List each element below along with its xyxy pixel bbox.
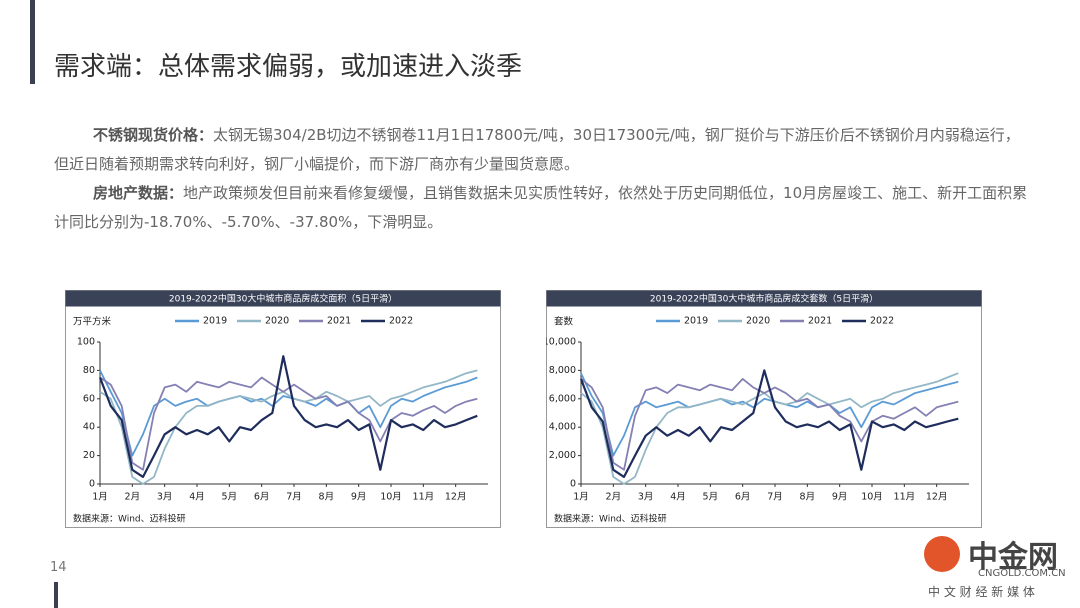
x-tick-label: 11月: [413, 492, 435, 503]
paragraph-label: 不锈钢现货价格：: [93, 126, 214, 144]
chart: 2019-2022中国30大中城市商品房成交面积（5日平滑） 万平方米数据来源：W…: [65, 290, 501, 528]
chart: 2019-2022中国30大中城市商品房成交套数（5日平滑） 套数数据来源：Win…: [546, 290, 982, 528]
x-tick-label: 6月: [254, 492, 270, 503]
y-tick-label: 60: [83, 393, 95, 404]
x-tick-label: 10月: [861, 492, 883, 503]
legend-label: 2021: [808, 316, 832, 327]
x-tick-label: 6月: [735, 492, 751, 503]
x-tick-label: 1月: [92, 492, 108, 503]
paragraph: 不锈钢现货价格：太钢无锡304/2B切边不锈钢卷11月1日17800元/吨，30…: [54, 121, 1034, 179]
x-tick-label: 5月: [222, 492, 238, 503]
paragraph: 房地产数据：地产政策频发但目前来看修复缓慢，且销售数据未见实质性转好，依然处于历…: [54, 179, 1034, 237]
paragraph-label: 房地产数据：: [93, 184, 184, 202]
x-tick-label: 7月: [286, 492, 302, 503]
legend-label: 2022: [870, 316, 894, 327]
series-line: [579, 369, 959, 478]
legend-label: 2019: [684, 316, 708, 327]
x-tick-label: 4月: [670, 492, 686, 503]
legend-label: 2020: [265, 316, 289, 327]
x-tick-label: 2月: [125, 492, 141, 503]
series-line: [99, 376, 478, 471]
watermark-name: 中金网: [968, 540, 1058, 575]
y-tick-label: 100: [77, 337, 95, 348]
x-tick-label: 9月: [351, 492, 367, 503]
y-tick-label: 40: [83, 422, 95, 433]
series-line: [99, 369, 478, 457]
x-tick-label: 8月: [800, 492, 816, 503]
x-tick-label: 8月: [319, 492, 335, 503]
legend-label: 2019: [203, 316, 227, 327]
y-tick-label: 0: [570, 479, 576, 490]
source-note: 数据来源：Wind、迈科投研: [73, 513, 186, 525]
x-tick-label: 3月: [638, 492, 654, 503]
chart-header: [546, 290, 982, 307]
x-tick-label: 10月: [380, 492, 402, 503]
y-tick-label: 6,000: [549, 393, 576, 404]
series-line: [99, 369, 478, 485]
x-tick-label: 9月: [832, 492, 848, 503]
y-axis-label: 套数: [554, 316, 574, 328]
paragraph-text: 地产政策频发但目前来看修复缓慢，且销售数据未见实质性转好，依然处于历史同期低位，…: [54, 184, 1028, 231]
y-tick-label: 0: [89, 479, 95, 490]
x-tick-label: 3月: [157, 492, 173, 503]
x-tick-label: 7月: [767, 492, 783, 503]
paragraph-text: 太钢无锡304/2B切边不锈钢卷11月1日17800元/吨，30日17300元/…: [54, 126, 1020, 173]
y-tick-label: 10,000: [546, 337, 576, 348]
legend-label: 2022: [389, 316, 413, 327]
watermark-logo: [924, 536, 960, 572]
x-tick-label: 12月: [445, 492, 467, 503]
y-tick-label: 80: [83, 365, 95, 376]
y-tick-label: 8,000: [549, 365, 576, 376]
page-number: 14: [50, 560, 67, 575]
x-tick-label: 12月: [926, 492, 948, 503]
x-tick-label: 11月: [894, 492, 916, 503]
chart-header: [65, 290, 501, 307]
series-line: [98, 355, 478, 478]
x-tick-label: 5月: [703, 492, 719, 503]
accent-bar: [54, 582, 58, 608]
watermark-slogan: 中 文 财 经 新 媒 体: [928, 585, 1035, 599]
chart-title: 2019-2022中国30大中城市商品房成交套数（5日平滑）: [650, 293, 878, 305]
accent-bar: [30, 0, 35, 84]
series-line: [580, 372, 959, 485]
y-tick-label: 4,000: [549, 422, 576, 433]
chart-title: 2019-2022中国30大中城市商品房成交面积（5日平滑）: [169, 293, 397, 305]
x-tick-label: 4月: [189, 492, 205, 503]
series-line: [580, 372, 959, 457]
y-axis-label: 万平方米: [73, 316, 112, 328]
slide-title: 需求端：总体需求偏弱，或加速进入淡季: [54, 52, 523, 82]
source-note: 数据来源：Wind、迈科投研: [554, 513, 667, 525]
x-tick-label: 1月: [573, 492, 589, 503]
chart-frame: [546, 290, 982, 528]
x-tick-label: 2月: [606, 492, 622, 503]
watermark-domain: CNGOLD.COM.CN: [978, 568, 1066, 579]
legend-label: 2021: [327, 316, 351, 327]
y-tick-label: 2,000: [549, 450, 576, 461]
legend-label: 2020: [746, 316, 770, 327]
y-tick-label: 20: [83, 450, 95, 461]
